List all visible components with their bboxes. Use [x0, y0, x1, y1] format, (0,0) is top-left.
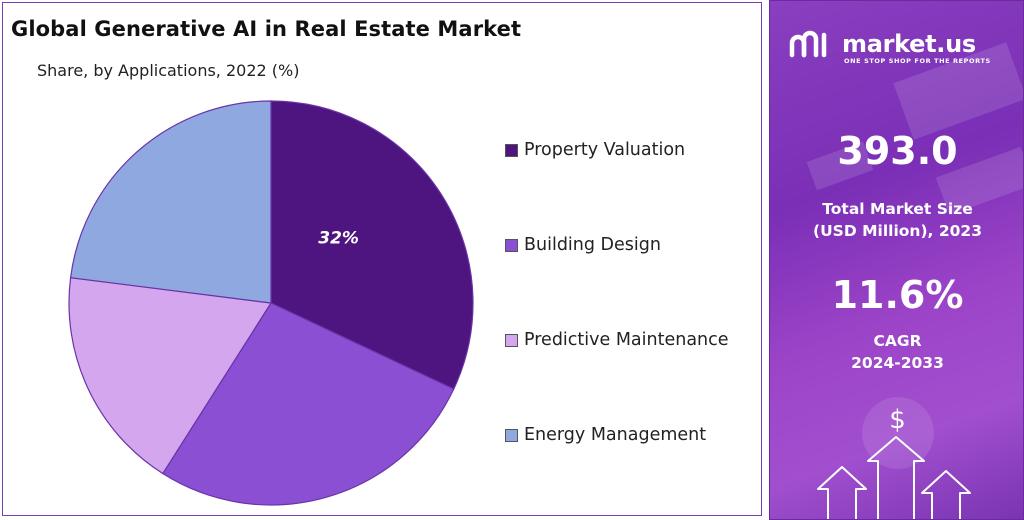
legend-swatch: [505, 238, 518, 252]
cagr-label-line2: 2024-2033: [851, 354, 944, 372]
pie-slice-predictive-maintenance: [68, 277, 273, 475]
legend-label: Predictive Maintenance: [524, 330, 729, 350]
chart-title: Global Generative AI in Real Estate Mark…: [11, 17, 522, 41]
brand-name: market.us: [842, 30, 976, 58]
legend-label: Property Valuation: [524, 140, 686, 160]
legend-label: Energy Management: [524, 425, 707, 445]
chart-subtitle: Share, by Applications, 2022 (%): [37, 61, 300, 80]
market-summary-panel: market.us ONE STOP SHOP FOR THE REPORTS …: [769, 0, 1024, 520]
market-size-label-line1: Total Market Size: [822, 200, 973, 218]
brand-tagline: ONE STOP SHOP FOR THE REPORTS: [844, 57, 991, 65]
legend-swatch: [505, 333, 518, 347]
legend-swatch: [505, 428, 518, 442]
pie-chart: 32%: [68, 100, 474, 506]
legend-label: Building Design: [524, 235, 661, 255]
cagr-value: 11.6%: [831, 273, 964, 317]
market-size-value: 393.0: [837, 129, 958, 173]
legend-item: Predictive Maintenance: [505, 330, 729, 350]
pie-slice-energy-management: [69, 100, 272, 304]
market-us-logo-icon: [789, 30, 827, 58]
legend-item: Energy Management: [505, 425, 706, 445]
chart-panel: Global Generative AI in Real Estate Mark…: [2, 2, 762, 516]
legend-swatch: [505, 143, 518, 157]
arrow-up-icon: [817, 436, 971, 519]
legend-item: Building Design: [505, 235, 661, 255]
pie-slice-property-valuation: [270, 100, 474, 390]
legend-item: Property Valuation: [505, 140, 685, 160]
dollar-icon: $: [889, 405, 906, 435]
brand: market.us: [788, 29, 976, 59]
background-decoration: [806, 42, 1023, 469]
cagr-label-line1: CAGR: [873, 332, 922, 350]
market-size-label-line2: (USD Million), 2023: [813, 222, 982, 240]
pie-data-label: 32%: [318, 229, 359, 249]
pie-slice-building-design: [161, 302, 455, 506]
